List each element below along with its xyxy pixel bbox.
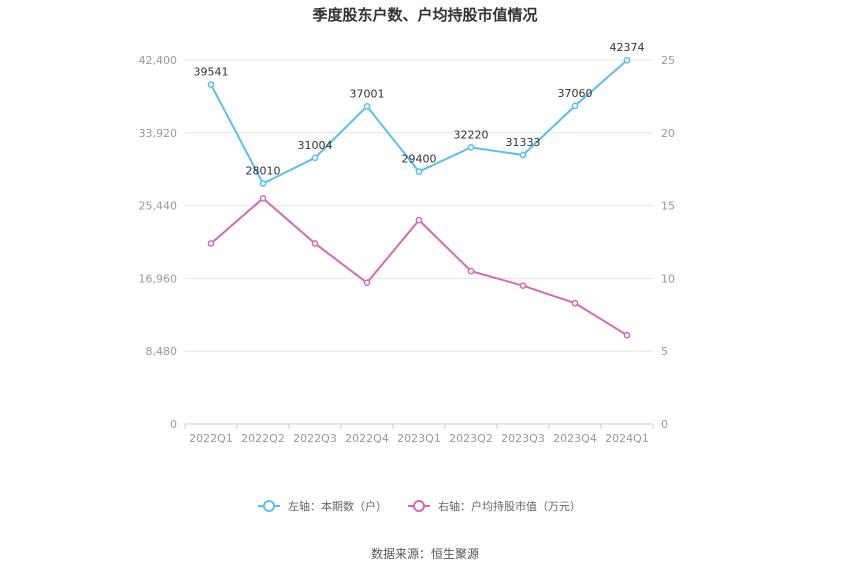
- source-note: 数据来源：恒生聚源: [371, 546, 479, 561]
- y-right-tick-label: 0: [661, 418, 668, 431]
- series-layer: 39541 28010 31004 37001 29400 32220 31333 37060…: [194, 41, 645, 339]
- y-left-tick-label: 33,920: [139, 127, 178, 140]
- data-point: [259, 194, 267, 202]
- data-label: 37001: [350, 87, 385, 100]
- y-right-tick-label: 10: [661, 272, 675, 285]
- legend: 左轴：本期数（户） 右轴：户均持股市值（万元）: [258, 499, 581, 513]
- data-label: 42374: [610, 41, 645, 54]
- y-left-tick-label: 42,400: [139, 54, 178, 67]
- x-tick-label: 2022Q2: [241, 432, 285, 445]
- data-label: 39541: [194, 66, 229, 79]
- data-point: [207, 240, 215, 247]
- data-point: [519, 282, 527, 290]
- y-left-tick-label: 0: [170, 418, 177, 431]
- data-label: 29400: [402, 153, 437, 166]
- data-point: [259, 180, 267, 187]
- data-point: [363, 102, 371, 110]
- data-point: [363, 279, 371, 287]
- data-point: [571, 299, 579, 307]
- y-right-tick-label: 15: [661, 200, 675, 213]
- y-right-tick-label: 20: [661, 127, 675, 140]
- data-label: 28010: [246, 165, 281, 178]
- legend-label: 右轴：户均持股市值（万元）: [438, 499, 581, 513]
- x-tick-label: 2023Q3: [501, 432, 545, 445]
- x-tick-label: 2024Q1: [605, 432, 649, 445]
- data-point: [311, 154, 319, 162]
- data-point: [415, 216, 423, 224]
- gridlines: [185, 59, 653, 352]
- data-label: 37060: [558, 87, 593, 100]
- axes: 0 0 8,480 5 16,960 10 25,440 15 33,920 20 42,400 25…: [139, 54, 676, 445]
- legend-marker: [263, 500, 275, 512]
- data-point: [571, 102, 579, 110]
- data-label: 31333: [506, 136, 541, 149]
- y-left-tick-label: 8,480: [146, 345, 178, 358]
- data-point: [467, 144, 475, 151]
- data-point: [519, 151, 527, 159]
- data-point: [623, 331, 631, 339]
- x-tick-label: 2023Q1: [397, 432, 441, 445]
- legend-marker: [413, 500, 425, 512]
- data-point: [415, 168, 423, 175]
- x-tick-label: 2022Q3: [293, 432, 337, 445]
- x-tick-label: 2023Q2: [449, 432, 493, 445]
- legend-label: 左轴：本期数（户）: [288, 499, 387, 513]
- x-tick-label: 2022Q4: [345, 432, 389, 445]
- data-point: [207, 81, 215, 88]
- y-right-tick-label: 25: [661, 54, 675, 67]
- x-tick-label: 2022Q1: [189, 432, 233, 445]
- data-point: [467, 267, 475, 275]
- data-point: [623, 56, 631, 64]
- data-label: 31004: [298, 139, 333, 152]
- y-left-tick-label: 16,960: [139, 272, 178, 285]
- x-tick-label: 2023Q4: [553, 432, 597, 445]
- y-right-tick-label: 5: [661, 345, 668, 358]
- y-left-tick-label: 25,440: [139, 200, 178, 213]
- data-label: 32220: [454, 128, 489, 141]
- chart-title: 季度股东户数、户均持股市值情况: [312, 6, 537, 24]
- data-point: [311, 240, 319, 247]
